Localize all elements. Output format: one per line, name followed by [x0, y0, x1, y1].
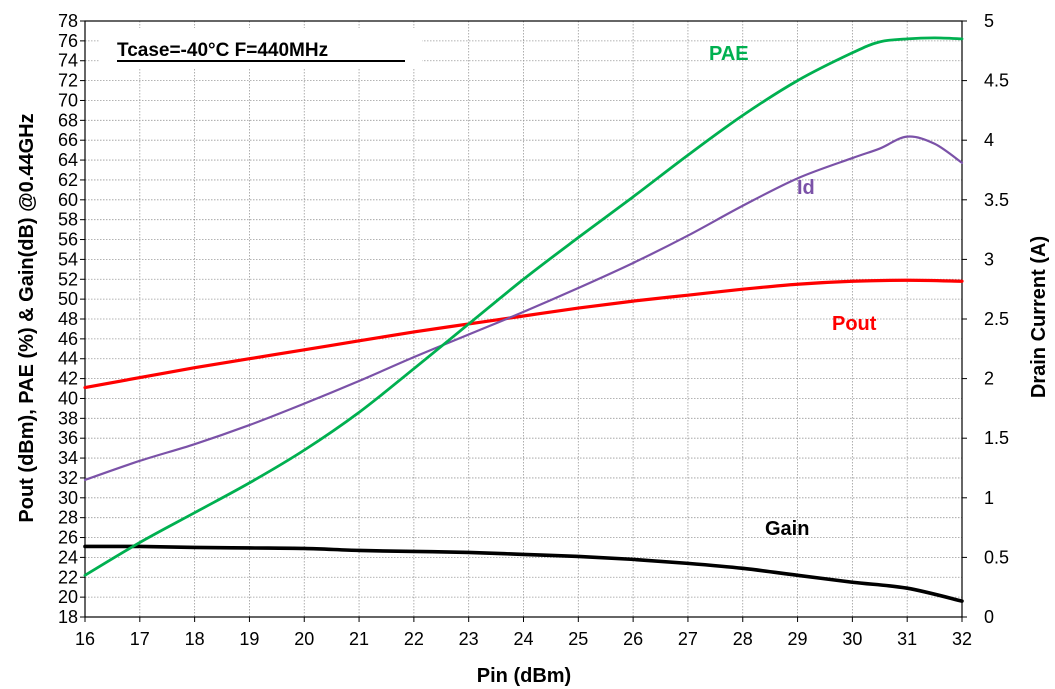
y-left-tick-label: 30: [58, 488, 78, 508]
series-line-gain: [83, 544, 964, 603]
y-left-tick-label: 36: [58, 428, 78, 448]
y-left-tick-label: 22: [58, 567, 78, 587]
x-tick-label: 19: [239, 629, 259, 649]
y-left-tick-label: 72: [58, 71, 78, 91]
y-right-tick-label: 3.5: [984, 190, 1009, 210]
y-right-tick-label: 5: [984, 11, 994, 31]
series-label-pout: Pout: [832, 313, 877, 335]
y-left-tick-label: 44: [58, 349, 78, 369]
x-tick-label: 24: [513, 629, 533, 649]
x-tick-label: 23: [459, 629, 479, 649]
y-left-tick-label: 32: [58, 468, 78, 488]
y-left-tick-label: 60: [58, 190, 78, 210]
y-right-tick-label: 0.5: [984, 547, 1009, 567]
y-left-tick-label: 56: [58, 230, 78, 250]
y-right-tick-label: 1: [984, 488, 994, 508]
y-left-tick-label: 52: [58, 269, 78, 289]
y-right-axis-title: Drain Current (A): [1028, 236, 1050, 398]
y-left-tick-label: 38: [58, 408, 78, 428]
y-left-tick-labels: 1820222426283032343638404244464850525456…: [58, 11, 85, 627]
y-right-tick-label: 4.5: [984, 71, 1009, 91]
y-right-tick-label: 0: [984, 607, 994, 627]
x-tick-label: 32: [952, 629, 972, 649]
x-tick-label: 16: [75, 629, 95, 649]
x-tick-label: 17: [130, 629, 150, 649]
y-left-tick-label: 48: [58, 309, 78, 329]
y-left-tick-label: 58: [58, 210, 78, 230]
y-left-tick-label: 20: [58, 587, 78, 607]
x-tick-label: 29: [788, 629, 808, 649]
y-left-tick-label: 66: [58, 130, 78, 150]
y-left-tick-label: 76: [58, 31, 78, 51]
y-left-tick-label: 46: [58, 329, 78, 349]
y-right-tick-label: 2: [984, 369, 994, 389]
chart-title: Tcase=-40°C F=440MHz: [117, 40, 328, 61]
x-tick-label: 25: [568, 629, 588, 649]
y-left-tick-label: 42: [58, 369, 78, 389]
y-left-tick-label: 64: [58, 150, 78, 170]
x-axis-title: Pin (dBm): [477, 665, 571, 687]
y-left-tick-label: 70: [58, 90, 78, 110]
y-right-tick-label: 2.5: [984, 309, 1009, 329]
series-label-pae: PAE: [709, 43, 749, 65]
y-left-tick-label: 40: [58, 388, 78, 408]
y-left-tick-label: 18: [58, 607, 78, 627]
x-tick-label: 27: [678, 629, 698, 649]
x-tick-label: 21: [349, 629, 369, 649]
x-tick-label: 30: [842, 629, 862, 649]
y-left-tick-label: 74: [58, 51, 78, 71]
series-line-pout: [83, 278, 964, 390]
series-lines: [83, 36, 964, 603]
y-right-tick-labels: 0 0.5 1 1.5 2 2.5 3 3.5 4 4.5 5: [962, 11, 1009, 627]
series-line-id: [83, 135, 964, 482]
y-left-tick-label: 34: [58, 448, 78, 468]
y-left-tick-label: 26: [58, 528, 78, 548]
x-tick-label: 26: [623, 629, 643, 649]
y-right-tick-label: 3: [984, 249, 994, 269]
x-tick-label: 28: [733, 629, 753, 649]
y-left-tick-label: 28: [58, 508, 78, 528]
x-tick-label: 20: [294, 629, 314, 649]
y-left-tick-label: 24: [58, 547, 78, 567]
y-left-tick-label: 78: [58, 11, 78, 31]
series-label-gain: Gain: [765, 518, 809, 540]
y-left-axis-title: Pout (dBm), PAE (%) & Gain(dB) @0.44GHz: [16, 113, 38, 522]
series-label-id: Id: [797, 177, 815, 199]
y-left-tick-label: 62: [58, 170, 78, 190]
x-tick-label: 22: [404, 629, 424, 649]
series-line-pae: [83, 36, 964, 577]
x-tick-label: 18: [185, 629, 205, 649]
x-tick-label: 31: [897, 629, 917, 649]
y-right-tick-label: 4: [984, 130, 994, 150]
y-left-tick-label: 54: [58, 249, 78, 269]
y-right-tick-label: 1.5: [984, 428, 1009, 448]
x-tick-labels: 16 17 18 19 20 21 22 23 24 25 26 27 28 29 30 31 32: [75, 617, 972, 649]
y-left-tick-label: 50: [58, 289, 78, 309]
y-left-tick-label: 68: [58, 110, 78, 130]
